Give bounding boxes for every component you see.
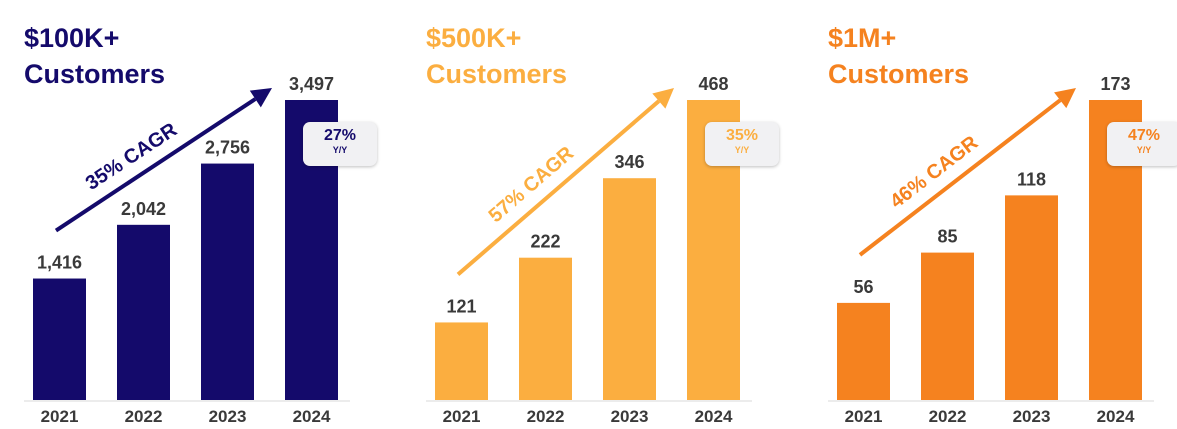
bar-2021 — [837, 302, 890, 400]
bar-chart-100k: 1,41620212,04220222,75620233,497202435% … — [24, 74, 350, 426]
bar-2021 — [435, 322, 488, 400]
x-tick-label-2022: 2022 — [527, 407, 565, 426]
bar-2021 — [33, 278, 86, 400]
yoy-badge-value: 27% — [323, 127, 357, 144]
bar-2022 — [117, 224, 170, 400]
chart-title-line2: Customers — [426, 59, 568, 89]
chart-title-line2: Customers — [24, 59, 166, 89]
x-tick-label-2021: 2021 — [443, 407, 481, 426]
cagr-arrow-shaft — [456, 99, 661, 276]
data-label-2024: 468 — [698, 74, 728, 94]
chart-panel-500k: $500K+ Customers 121 2021 222 2022 346 2023 46… — [402, 0, 794, 429]
x-tick-label-2024: 2024 — [293, 407, 331, 426]
data-label-2022: 222 — [530, 232, 560, 252]
data-label-2024: 3,497 — [289, 74, 334, 94]
yoy-badge-100k: 27% Y/Y — [303, 122, 377, 166]
yoy-badge-unit: Y/Y — [332, 145, 348, 155]
data-label-2022: 2,042 — [121, 199, 166, 219]
bar-2023 — [1005, 195, 1058, 400]
bar-2023 — [603, 178, 656, 400]
chart-title-line1: $1M+ — [828, 23, 897, 53]
chart-panel-1m: $1M+ Customers 56 2021 85 2022 118 2023 173 202… — [804, 0, 1177, 429]
yoy-badge-value: 47% — [1127, 127, 1161, 144]
x-tick-label-2023: 2023 — [611, 407, 649, 426]
cagr-arrow-head — [652, 88, 674, 109]
yoy-badge-1m: 47% Y/Y — [1107, 122, 1177, 166]
bar-2022 — [921, 252, 974, 400]
x-tick-label-2022: 2022 — [929, 407, 967, 426]
data-label-2023: 2,756 — [205, 138, 250, 158]
bar-2022 — [519, 257, 572, 400]
x-tick-label-2021: 2021 — [845, 407, 883, 426]
bar-2023 — [201, 163, 254, 400]
chart-title-100k: $100K+ Customers — [24, 20, 165, 92]
cagr-arrow-head — [249, 88, 272, 108]
yoy-badge-unit: Y/Y — [734, 145, 750, 155]
chart-title-line2: Customers — [828, 59, 970, 89]
chart-panel-100k: $100K+ Customers 1,416 2021 2,042 2022 2,756… — [0, 0, 392, 429]
yoy-badge-unit: Y/Y — [1136, 145, 1152, 155]
cagr-arrow-head — [1054, 88, 1076, 109]
chart-title-line1: $500K+ — [426, 23, 522, 53]
data-label-2021: 56 — [853, 277, 873, 297]
chart-title-1m: $1M+ Customers — [828, 20, 969, 92]
data-label-2021: 121 — [446, 296, 476, 316]
cagr-arrow-shaft — [54, 97, 257, 233]
x-tick-label-2023: 2023 — [209, 407, 247, 426]
x-tick-label-2024: 2024 — [695, 407, 733, 426]
data-label-2024: 173 — [1100, 74, 1130, 94]
yoy-badge-value: 35% — [725, 127, 759, 144]
data-label-2023: 118 — [1017, 169, 1046, 189]
yoy-badge-500k: 35% Y/Y — [705, 122, 779, 166]
data-label-2021: 1,416 — [37, 253, 82, 273]
x-tick-label-2024: 2024 — [1097, 407, 1135, 426]
x-tick-label-2023: 2023 — [1013, 407, 1051, 426]
chart-title-line1: $100K+ — [24, 23, 120, 53]
chart-title-500k: $500K+ Customers — [426, 20, 567, 92]
data-label-2023: 346 — [614, 152, 644, 172]
data-label-2022: 85 — [937, 227, 957, 247]
cagr-arrow-shaft — [858, 98, 1062, 257]
x-tick-label-2022: 2022 — [125, 407, 163, 426]
x-tick-label-2021: 2021 — [41, 407, 79, 426]
